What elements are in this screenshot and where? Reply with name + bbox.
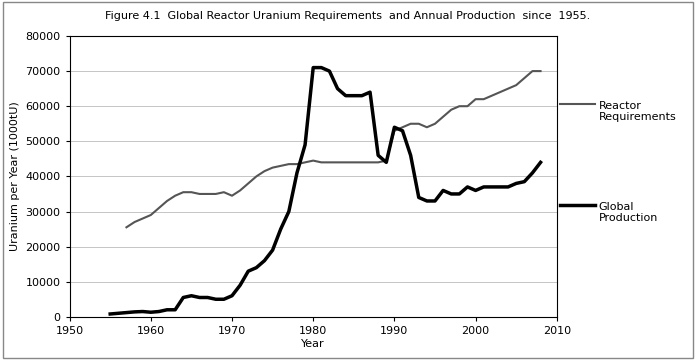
Text: Global
Production: Global Production — [599, 202, 658, 223]
X-axis label: Year: Year — [301, 339, 325, 348]
Text: Reactor
Requirements: Reactor Requirements — [599, 101, 677, 122]
Text: Figure 4.1  Global Reactor Uranium Requirements  and Annual Production  since  1: Figure 4.1 Global Reactor Uranium Requir… — [105, 11, 591, 21]
Y-axis label: Uranium per Year (1000tU): Uranium per Year (1000tU) — [10, 102, 20, 251]
